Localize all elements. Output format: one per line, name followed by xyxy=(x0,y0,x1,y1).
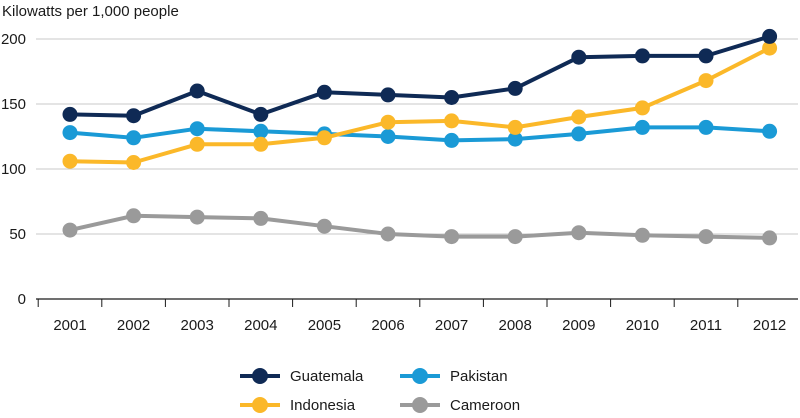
data-point xyxy=(380,87,396,103)
data-point xyxy=(762,123,778,139)
data-point xyxy=(126,208,142,224)
data-point xyxy=(189,209,205,225)
data-point xyxy=(62,125,78,141)
data-point xyxy=(698,73,714,89)
y-tick-label: 150 xyxy=(1,96,26,113)
series-indonesia xyxy=(62,40,778,170)
x-tick-label: 2012 xyxy=(753,317,786,334)
legend-swatch-marker xyxy=(252,397,268,413)
data-point xyxy=(698,48,714,64)
data-point xyxy=(126,155,142,170)
legend-item-guatemala: Guatemala xyxy=(240,368,364,385)
data-point xyxy=(380,226,396,242)
data-point xyxy=(380,129,396,144)
legend-item-indonesia: Indonesia xyxy=(240,397,356,414)
data-point xyxy=(571,126,587,142)
x-tick-label: 2009 xyxy=(562,317,595,334)
series-guatemala xyxy=(62,28,778,124)
data-point xyxy=(126,108,142,124)
data-point xyxy=(507,131,523,147)
x-tick-label: 2008 xyxy=(499,317,532,334)
x-axis: 2001 2002 2003 2004 2005 2006 2007 2008 2009 2010… xyxy=(36,298,798,334)
data-point xyxy=(444,90,460,105)
x-tick-label: 2003 xyxy=(181,317,214,334)
y-tick-label: 100 xyxy=(1,161,26,178)
data-point xyxy=(316,84,332,100)
data-point xyxy=(507,80,523,96)
data-point xyxy=(253,123,269,139)
data-point xyxy=(444,132,460,148)
data-point xyxy=(698,229,714,245)
x-tick-label: 2006 xyxy=(371,317,404,334)
data-point xyxy=(62,222,78,238)
data-point xyxy=(62,153,78,169)
series-line xyxy=(69,46,771,165)
y-tick-labels: 0 50 100 150 200 xyxy=(1,31,26,308)
data-point xyxy=(762,28,778,44)
data-point xyxy=(189,136,205,152)
legend-label: Guatemala xyxy=(290,368,364,385)
legend-label: Cameroon xyxy=(450,397,520,414)
data-point xyxy=(507,119,523,135)
data-point xyxy=(444,229,460,245)
series-line xyxy=(69,34,771,118)
legend-swatch-marker xyxy=(412,368,428,384)
legend-swatch-marker xyxy=(412,397,428,413)
data-point xyxy=(634,119,650,135)
legend-item-pakistan: Pakistan xyxy=(400,368,508,385)
legend-item-cameroon: Cameroon xyxy=(400,397,520,414)
legend-label: Pakistan xyxy=(450,368,508,385)
data-point xyxy=(189,83,205,99)
data-point xyxy=(253,210,269,226)
series-cameroon xyxy=(62,208,778,246)
data-point xyxy=(762,40,778,56)
data-point xyxy=(634,227,650,243)
legend: Guatemala Pakistan Indonesia Cameroon xyxy=(240,368,520,414)
data-point xyxy=(126,130,142,146)
data-point xyxy=(571,109,587,125)
series-line xyxy=(69,125,770,143)
data-point xyxy=(316,130,332,146)
x-tick-label: 2011 xyxy=(690,317,722,334)
data-point xyxy=(380,114,396,130)
legend-label: Indonesia xyxy=(290,397,356,414)
data-point xyxy=(698,119,714,135)
y-tick-label: 0 xyxy=(18,291,26,308)
y-tick-label: 50 xyxy=(9,226,26,243)
x-tick-label: 2001 xyxy=(53,317,86,334)
data-point xyxy=(634,100,650,116)
series-pakistan xyxy=(62,119,778,148)
series-group xyxy=(62,28,778,246)
x-tick-label: 2004 xyxy=(244,317,277,334)
data-point xyxy=(571,225,587,241)
data-point xyxy=(571,49,587,65)
data-point xyxy=(444,113,460,129)
legend-swatch-marker xyxy=(252,368,268,384)
x-tick-label: 2005 xyxy=(308,317,341,334)
series-line xyxy=(69,213,770,240)
data-point xyxy=(762,230,778,246)
y-tick-label: 200 xyxy=(1,31,26,48)
data-point xyxy=(62,106,78,122)
data-point xyxy=(316,218,332,234)
x-tick-label: 2010 xyxy=(626,317,659,334)
data-point xyxy=(507,229,523,245)
data-point xyxy=(253,136,269,152)
data-point xyxy=(253,106,269,122)
data-point xyxy=(634,48,650,64)
x-tick-label: 2007 xyxy=(435,317,468,334)
data-point xyxy=(189,121,205,137)
y-axis-title: Kilowatts per 1,000 people xyxy=(2,3,179,20)
x-tick-label: 2002 xyxy=(117,317,150,334)
